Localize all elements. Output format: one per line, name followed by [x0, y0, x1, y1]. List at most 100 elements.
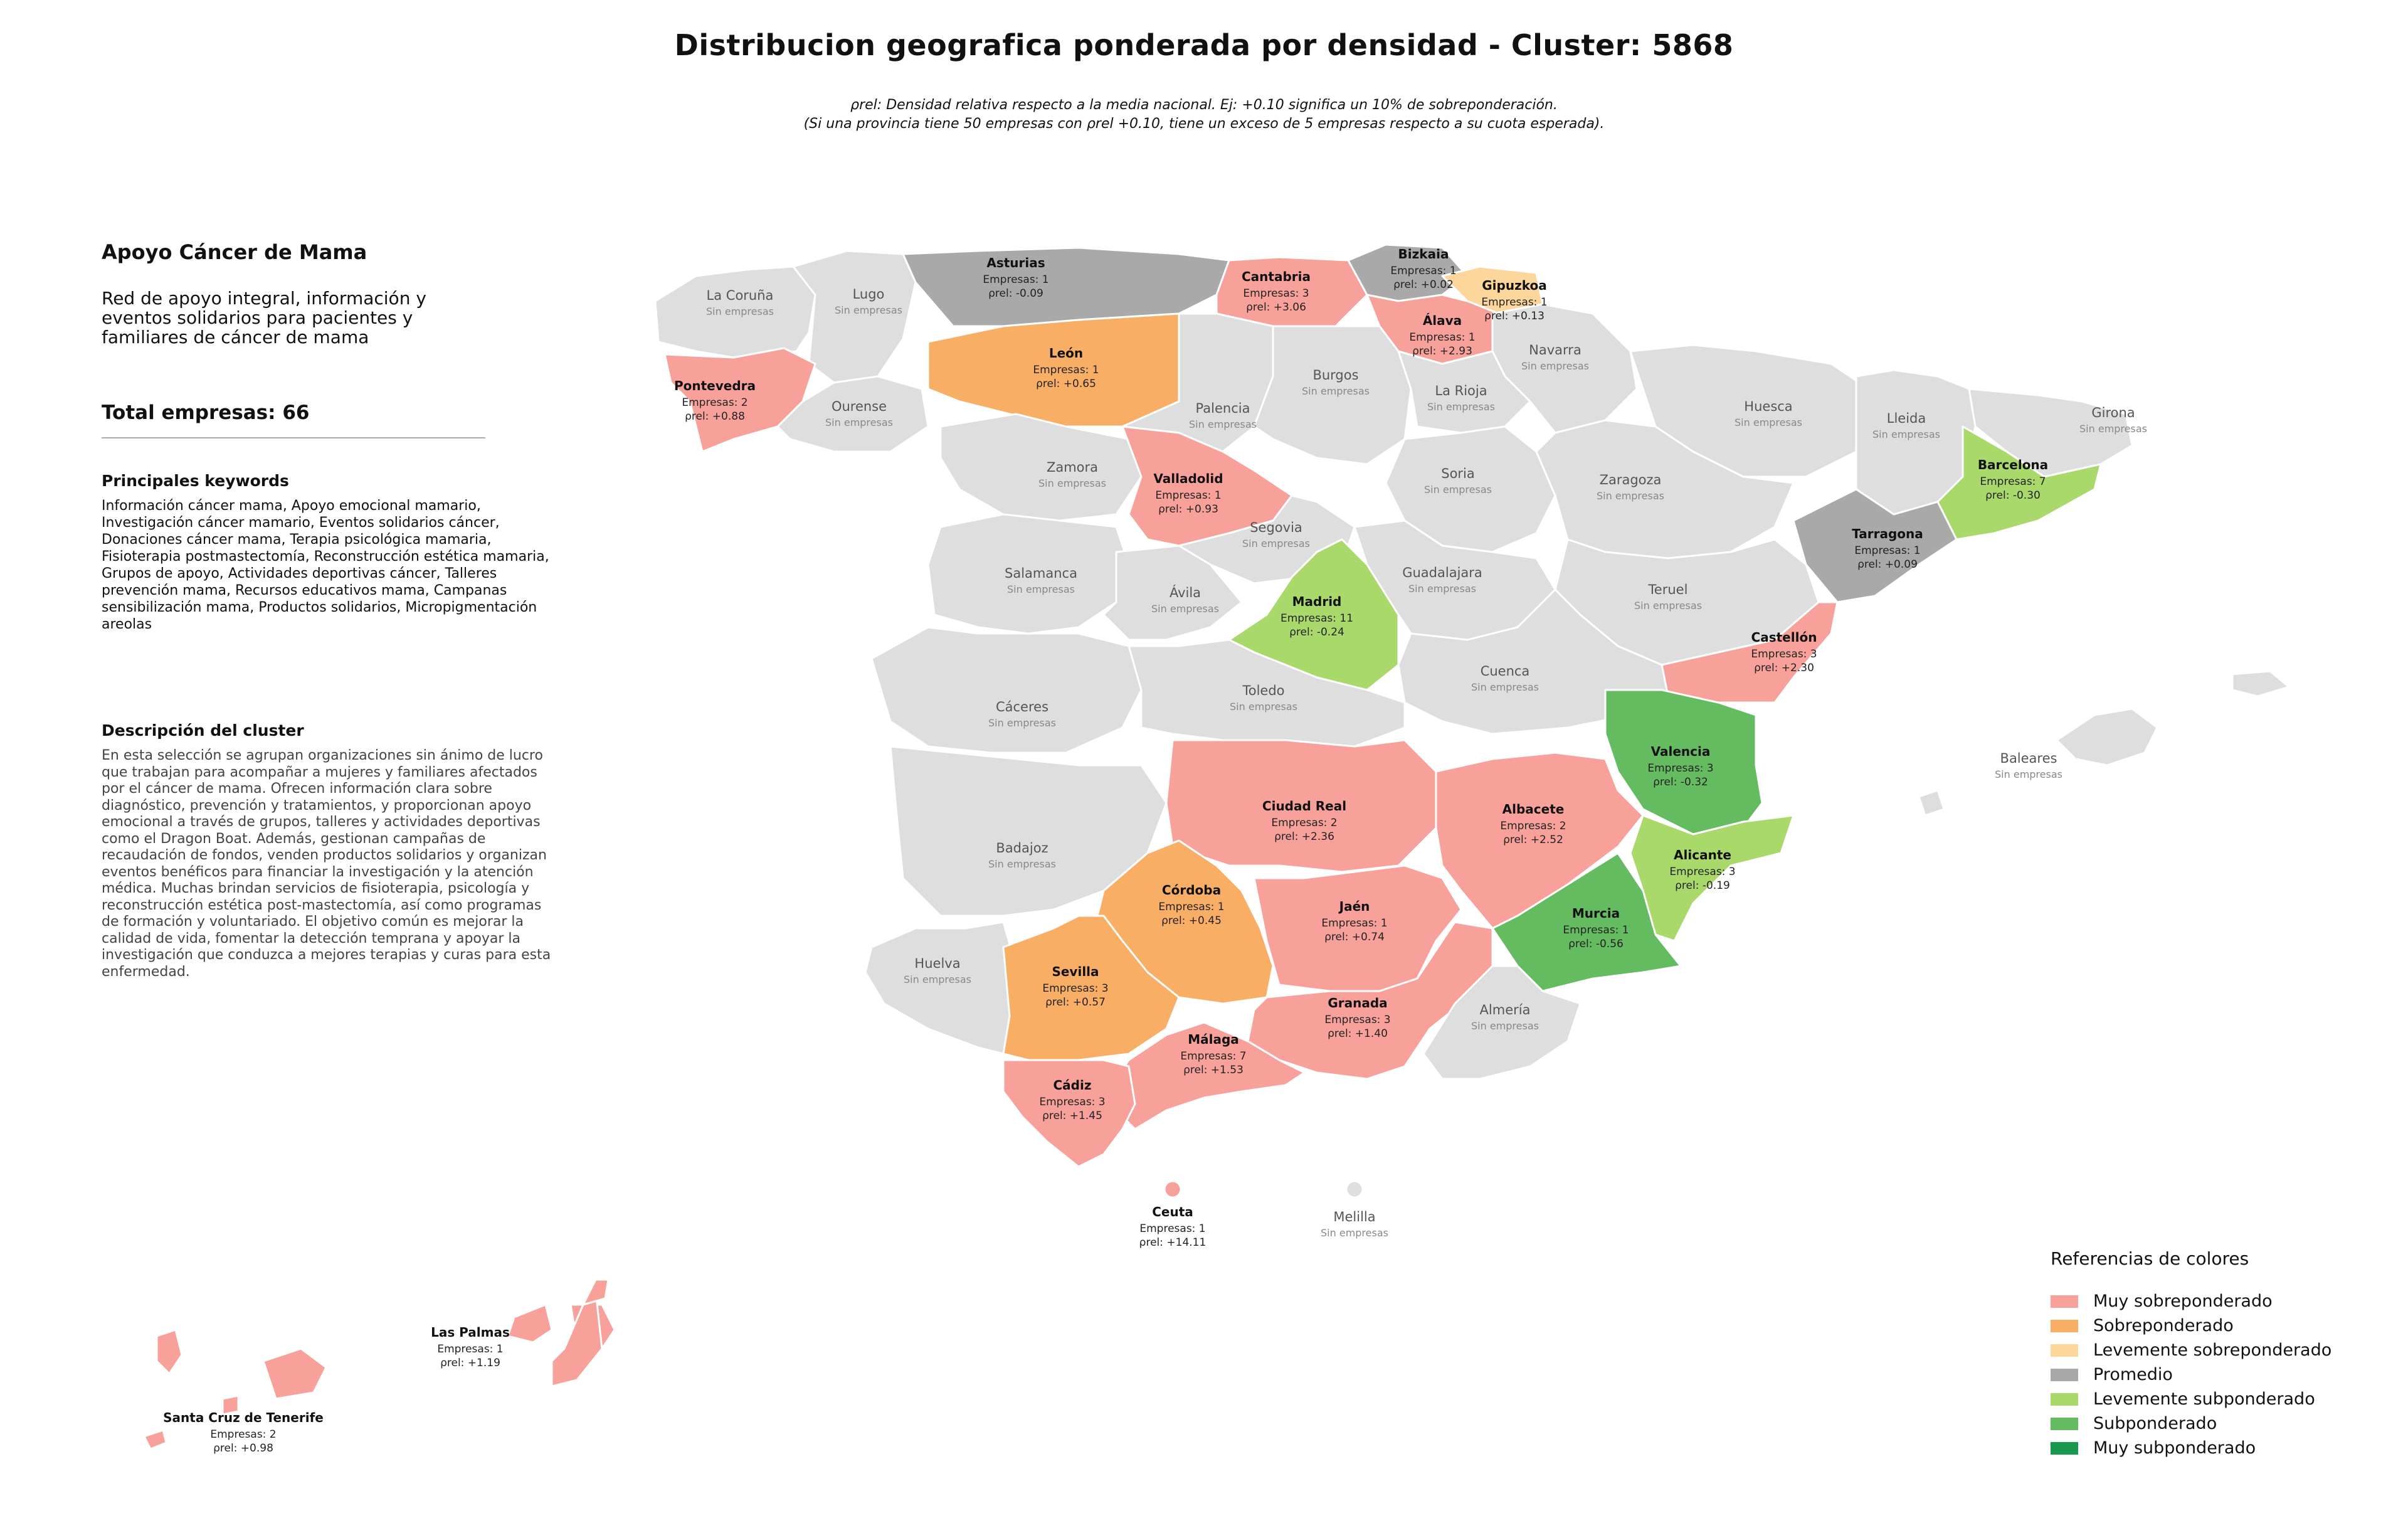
label-la-rioja: La Rioja: [1435, 383, 1487, 398]
label-santa-cruz-de-tenerife: Santa Cruz de Tenerife: [163, 1410, 324, 1425]
no-data-baleares: Sin empresas: [1995, 768, 2062, 780]
province-las-palmas: [551, 1291, 603, 1387]
rho-bizkaia: ρrel: +0.02: [1393, 279, 1454, 291]
label-bizkaia: Bizkaia: [1398, 247, 1449, 262]
label-tarragona: Tarragona: [1852, 526, 1923, 541]
label-asturias: Asturias: [986, 255, 1045, 270]
label-girona: Girona: [2091, 405, 2135, 420]
empresas-ceuta: Empresas: 1: [1139, 1223, 1205, 1235]
no-data-toledo: Sin empresas: [1230, 701, 1297, 713]
divider: [102, 437, 485, 438]
label-zamora: Zamora: [1047, 460, 1098, 475]
label-valladolid: Valladolid: [1153, 471, 1223, 486]
no-data-almeria: Sin empresas: [1471, 1020, 1539, 1032]
no-data-cuenca: Sin empresas: [1471, 681, 1539, 693]
label-navarra: Navarra: [1529, 342, 1582, 358]
label-cuenca: Cuenca: [1481, 664, 1530, 679]
empresas-gipuzkoa: Empresas: 1: [1481, 296, 1547, 309]
province-ceuta: [1163, 1180, 1182, 1199]
empresas-alicante: Empresas: 3: [1669, 866, 1735, 878]
rho-valencia: ρrel: -0.32: [1653, 776, 1708, 788]
total-empresas: Total empresas: 66: [102, 401, 310, 424]
empresas-pontevedra: Empresas: 2: [682, 396, 747, 409]
province-santa-cruz-de-tenerife: [262, 1347, 327, 1400]
legend-label: Sobreponderado: [2093, 1316, 2234, 1335]
province-sevilla: [1002, 915, 1180, 1061]
empresas-bizkaia: Empresas: 1: [1390, 265, 1456, 277]
rho-madrid: ρrel: -0.24: [1289, 626, 1344, 639]
province-santa-cruz-de-tenerife: [221, 1394, 240, 1416]
empresas-ciudad-real: Empresas: 2: [1271, 817, 1337, 829]
province-barcelona: [1936, 425, 2102, 541]
province-salamanca: [927, 513, 1130, 635]
empresas-murcia: Empresas: 1: [1563, 924, 1629, 936]
province-almeria: [1422, 965, 1582, 1080]
no-data-zaragoza: Sin empresas: [1597, 490, 1664, 502]
empresas-jaen: Empresas: 1: [1321, 917, 1387, 930]
no-data-melilla: Sin empresas: [1321, 1227, 1388, 1239]
rho-alicante: ρrel: -0.19: [1675, 879, 1730, 892]
label-badajoz: Badajoz: [996, 841, 1048, 856]
province-las-palmas: [582, 1278, 610, 1306]
legend-title: Referencias de colores: [2051, 1248, 2249, 1269]
no-data-burgos: Sin empresas: [1302, 385, 1370, 397]
description-title: Descripción del cluster: [102, 721, 304, 740]
label-castellon: Castellón: [1751, 630, 1817, 645]
empresas-tarragona: Empresas: 1: [1854, 544, 1920, 557]
empresas-santa-cruz-de-tenerife: Empresas: 2: [210, 1428, 276, 1441]
label-la-coruna: La Coruña: [707, 288, 774, 303]
empresas-albacete: Empresas: 2: [1500, 820, 1566, 832]
province-lugo: [792, 250, 917, 384]
rho-santa-cruz-de-tenerife: ρrel: +0.98: [213, 1442, 273, 1455]
legend-item: Promedio: [2051, 1362, 2402, 1387]
label-ciudad-real: Ciudad Real: [1262, 798, 1346, 814]
legend-swatch: [2051, 1344, 2078, 1357]
empresas-asturias: Empresas: 1: [983, 273, 1048, 286]
province-alicante: [1629, 814, 1795, 942]
label-alava: Álava: [1423, 313, 1462, 328]
keywords-title: Principales keywords: [102, 472, 289, 490]
label-guadalajara: Guadalajara: [1402, 565, 1482, 580]
no-data-huelva: Sin empresas: [904, 974, 971, 985]
province-avila: [1102, 544, 1243, 641]
rho-barcelona: ρrel: -0.30: [1985, 489, 2041, 502]
province-soria: [1385, 425, 1556, 553]
rho-granada: ρrel: +1.40: [1328, 1027, 1388, 1040]
label-valencia: Valencia: [1651, 744, 1711, 759]
province-valencia: [1604, 689, 1763, 836]
no-data-caceres: Sin empresas: [988, 717, 1056, 729]
rho-leon: ρrel: +0.65: [1036, 378, 1096, 390]
province-cadiz: [1002, 1059, 1136, 1168]
province-santa-cruz-de-tenerife: [156, 1329, 183, 1375]
province-madrid: [1228, 538, 1400, 691]
province-palencia: [1121, 312, 1274, 453]
label-soria: Soria: [1441, 466, 1475, 481]
legend-swatch: [2051, 1393, 2078, 1406]
label-lugo: Lugo: [853, 287, 885, 302]
empresas-sevilla: Empresas: 3: [1042, 982, 1108, 995]
no-data-soria: Sin empresas: [1424, 484, 1492, 496]
label-granada: Granada: [1328, 995, 1387, 1011]
color-legend: Referencias de colores Muy sobreponderad…: [2051, 1248, 2402, 1460]
province-melilla: [1345, 1180, 1364, 1199]
province-albacete: [1435, 751, 1644, 930]
rho-asturias: ρrel: -0.09: [988, 287, 1043, 300]
label-pontevedra: Pontevedra: [674, 378, 756, 393]
rho-jaen: ρrel: +0.74: [1324, 931, 1385, 943]
cluster-tagline: Red de apoyo integral, información y eve…: [102, 288, 426, 348]
province-baleares: [2056, 708, 2158, 767]
legend-label: Subponderado: [2093, 1414, 2217, 1433]
label-barcelona: Barcelona: [1978, 457, 2048, 472]
legend-swatch: [2051, 1319, 2078, 1332]
province-tarragona: [1792, 488, 1958, 603]
no-data-guadalajara: Sin empresas: [1408, 583, 1476, 595]
empresas-granada: Empresas: 3: [1324, 1014, 1390, 1026]
rho-cadiz: ρrel: +1.45: [1042, 1110, 1102, 1122]
no-data-la-coruna: Sin empresas: [706, 305, 774, 317]
empresas-barcelona: Empresas: 7: [1980, 475, 2046, 488]
rho-pontevedra: ρrel: +0.88: [685, 410, 745, 423]
label-cordoba: Córdoba: [1162, 883, 1221, 898]
label-madrid: Madrid: [1292, 594, 1342, 609]
empresas-leon: Empresas: 1: [1033, 364, 1099, 376]
empresas-malaga: Empresas: 7: [1180, 1050, 1246, 1063]
